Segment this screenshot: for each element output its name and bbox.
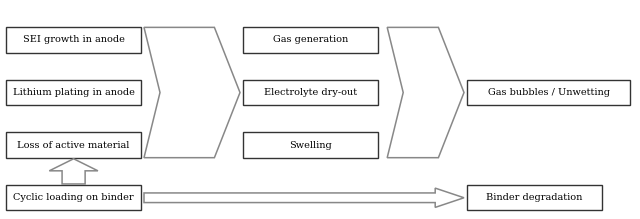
Text: Swelling: Swelling [289, 141, 332, 150]
Text: Electrolyte dry-out: Electrolyte dry-out [264, 88, 357, 97]
Polygon shape [49, 159, 98, 184]
Text: Loss of active material: Loss of active material [17, 141, 130, 150]
Bar [243, 132, 378, 158]
Bar [243, 27, 378, 53]
Bar [6, 132, 141, 158]
Polygon shape [144, 27, 240, 158]
Bar [6, 80, 141, 105]
Bar [6, 185, 141, 210]
Bar [467, 185, 602, 210]
Text: Binder degradation: Binder degradation [486, 193, 582, 202]
Text: Lithium plating in anode: Lithium plating in anode [13, 88, 134, 97]
Bar [467, 80, 630, 105]
Bar [243, 80, 378, 105]
Bar [6, 27, 141, 53]
Text: Gas generation: Gas generation [273, 35, 348, 44]
Text: Cyclic loading on binder: Cyclic loading on binder [13, 193, 134, 202]
Polygon shape [387, 27, 464, 158]
Text: SEI growth in anode: SEI growth in anode [22, 35, 125, 44]
Polygon shape [144, 188, 464, 207]
Text: Gas bubbles / Unwetting: Gas bubbles / Unwetting [488, 88, 610, 97]
